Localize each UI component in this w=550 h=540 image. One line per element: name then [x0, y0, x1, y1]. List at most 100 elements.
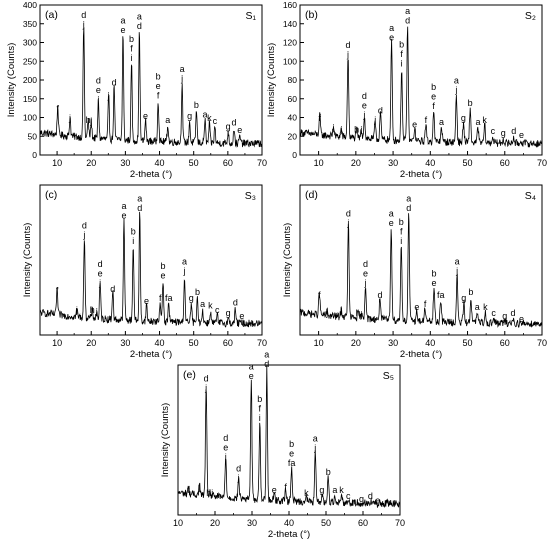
sample-label: S₅	[383, 370, 394, 382]
peak-label: g	[502, 311, 507, 321]
peak-label: k	[208, 301, 213, 311]
y-tick-label: 100	[283, 56, 297, 66]
x-axis-label: 2-theta (°)	[130, 349, 172, 360]
peak-label: k	[339, 485, 344, 495]
x-axis-label: 2-theta (°)	[130, 169, 172, 180]
y-tick-label: 60	[288, 94, 298, 104]
peak-label: d	[510, 308, 515, 318]
y-tick-label: 100	[23, 113, 37, 123]
y-tick-label: 200	[23, 75, 37, 85]
peak-label: c	[491, 126, 496, 136]
peak-label: g	[189, 293, 194, 303]
peak-label: a	[475, 302, 480, 312]
peak-label: k	[483, 302, 488, 312]
xrd-trace	[299, 26, 542, 148]
peak-label: j	[75, 305, 78, 315]
peak-label: h	[354, 124, 359, 134]
x-tick-label: 10	[314, 338, 324, 348]
peak-label: b	[194, 100, 199, 110]
panel-label: (b)	[305, 9, 318, 21]
panel-d: 10 20 30 40 50 60 70 2-theta (°) Intensity (Coun…	[282, 184, 547, 360]
y-axis-label: Intensity (Counts)	[22, 223, 33, 297]
peak-label: j	[359, 310, 362, 320]
peak-label: e	[412, 120, 417, 130]
peak-label: f	[159, 293, 162, 303]
peak-label: e	[237, 125, 242, 135]
x-tick-label: 40	[425, 158, 435, 168]
plot-frame	[39, 4, 263, 156]
y-axis-label: Intensity (Counts)	[160, 403, 171, 477]
sample-label: S₂	[525, 10, 536, 22]
peak-label: g	[319, 485, 324, 495]
x-tick-label: 40	[155, 158, 165, 168]
peak-label: a	[200, 299, 205, 309]
sample-label: S₄	[525, 190, 536, 202]
peak-label: b	[468, 287, 473, 297]
y-tick-label: 300	[23, 38, 37, 48]
panel-e: 10 20 30 40 50 60 70 2-theta (°) Intensity (Coun…	[160, 350, 405, 540]
peak-label: j	[339, 124, 342, 134]
x-tick-label: 60	[500, 158, 510, 168]
peak-label: f	[284, 482, 287, 492]
peak-label: f	[187, 485, 190, 495]
x-tick-label: 30	[247, 518, 257, 528]
peak-label: j	[197, 482, 200, 492]
peak-label: b	[326, 467, 331, 477]
y-tick-label: 250	[23, 56, 37, 66]
peak-label: d	[378, 290, 383, 300]
peak-label: b e fa	[288, 439, 296, 468]
peak-label: e	[239, 311, 244, 321]
peak-label: f	[56, 286, 59, 296]
x-tick-label: 60	[500, 338, 510, 348]
x-tick-label: 20	[351, 158, 361, 168]
peak-label: g	[461, 113, 466, 123]
y-tick-label: 400	[23, 0, 37, 10]
x-tick-label: 70	[537, 158, 547, 168]
peak-label: d	[368, 491, 373, 501]
x-tick-label: 70	[257, 338, 267, 348]
peak-label: e	[414, 302, 419, 312]
peak-label: c	[213, 116, 218, 126]
peak-label: a	[475, 117, 480, 127]
x-tick-label: 20	[351, 338, 361, 348]
peak-label: fa	[165, 293, 173, 303]
peak-label: g	[226, 121, 231, 131]
y-axis-label: Intensity (Counts)	[6, 43, 17, 117]
xrd-trace	[177, 364, 401, 509]
x-tick-label: 50	[463, 338, 473, 348]
peak-label: k	[207, 113, 212, 123]
y-tick-label: 140	[283, 19, 297, 29]
peak-label: e	[143, 111, 148, 121]
peak-label: e	[144, 296, 149, 306]
peak-label: fa	[437, 290, 445, 300]
xrd-trace	[40, 211, 263, 328]
y-axis-label: Intensity (Counts)	[282, 223, 293, 297]
peak-label: c	[215, 305, 220, 315]
y-tick-label: 0	[32, 150, 37, 160]
peak-label: e	[519, 130, 524, 140]
peak-label: h	[86, 115, 91, 125]
x-tick-label: 60	[223, 158, 233, 168]
peak-label: d	[233, 298, 238, 308]
x-tick-label: 70	[537, 338, 547, 348]
peak-label: e	[272, 485, 277, 495]
peak-label: f	[318, 113, 321, 123]
x-tick-label: 70	[257, 158, 267, 168]
x-tick-label: 10	[52, 338, 62, 348]
x-tick-label: 10	[52, 158, 62, 168]
sample-label: S₁	[245, 10, 256, 22]
panel-c: 10 20 30 40 50 60 70 2-theta (°) Intensity (Coun…	[22, 184, 267, 360]
